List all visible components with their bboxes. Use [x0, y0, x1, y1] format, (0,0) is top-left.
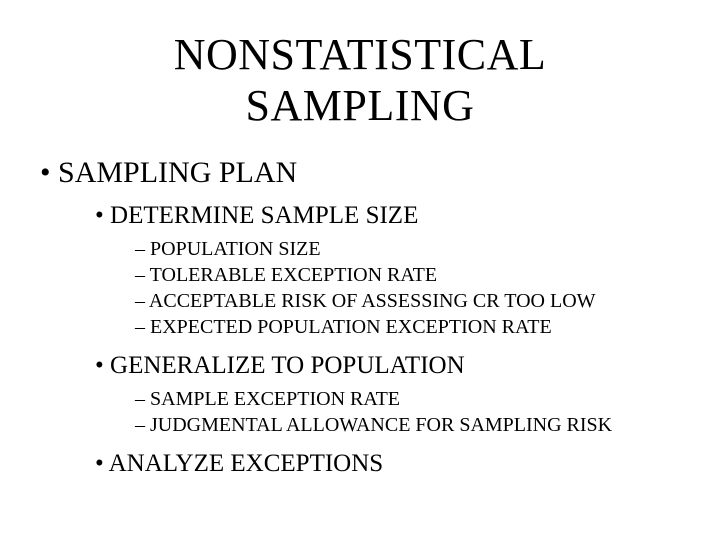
level3-item: POPULATION SIZE — [135, 238, 690, 261]
level2-text: ANALYZE EXCEPTIONS — [109, 450, 384, 477]
spacer — [95, 342, 690, 348]
slide: NONSTATISTICAL SAMPLING SAMPLING PLAN DE… — [0, 0, 720, 540]
level1-list: SAMPLING PLAN DETERMINE SAMPLE SIZE POPU… — [40, 156, 690, 478]
level2-text: GENERALIZE TO POPULATION — [110, 352, 465, 379]
level3-list-a: POPULATION SIZE TOLERABLE EXCEPTION RATE… — [135, 238, 690, 339]
level2-item: DETERMINE SAMPLE SIZE — [95, 202, 690, 230]
level3-text: EXPECTED POPULATION EXCEPTION RATE — [150, 316, 552, 338]
title-line-2: SAMPLING — [246, 81, 475, 130]
level3-text: POPULATION SIZE — [150, 238, 321, 260]
level3-item: JUDGMENTAL ALLOWANCE FOR SAMPLING RISK — [135, 414, 690, 437]
level3-text: ACCEPTABLE RISK OF ASSESSING CR TOO LOW — [149, 290, 596, 312]
level1-item: SAMPLING PLAN — [40, 156, 690, 190]
level3-text: SAMPLE EXCEPTION RATE — [150, 388, 400, 410]
level2-list: DETERMINE SAMPLE SIZE POPULATION SIZE TO… — [95, 202, 690, 478]
level3-list-b: SAMPLE EXCEPTION RATE JUDGMENTAL ALLOWAN… — [135, 388, 690, 437]
spacer — [95, 440, 690, 446]
level2-text: DETERMINE SAMPLE SIZE — [110, 202, 418, 229]
level3-item: TOLERABLE EXCEPTION RATE — [135, 264, 690, 287]
level3-text: TOLERABLE EXCEPTION RATE — [150, 264, 437, 286]
level2-item: ANALYZE EXCEPTIONS — [95, 450, 690, 478]
slide-title: NONSTATISTICAL SAMPLING — [30, 30, 690, 131]
level3-item: EXPECTED POPULATION EXCEPTION RATE — [135, 316, 690, 339]
level3-item: ACCEPTABLE RISK OF ASSESSING CR TOO LOW — [135, 290, 690, 313]
level3-text: JUDGMENTAL ALLOWANCE FOR SAMPLING RISK — [150, 414, 612, 436]
title-line-1: NONSTATISTICAL — [174, 30, 547, 79]
level3-item: SAMPLE EXCEPTION RATE — [135, 388, 690, 411]
level2-item: GENERALIZE TO POPULATION — [95, 352, 690, 380]
level1-text: SAMPLING PLAN — [58, 156, 297, 189]
